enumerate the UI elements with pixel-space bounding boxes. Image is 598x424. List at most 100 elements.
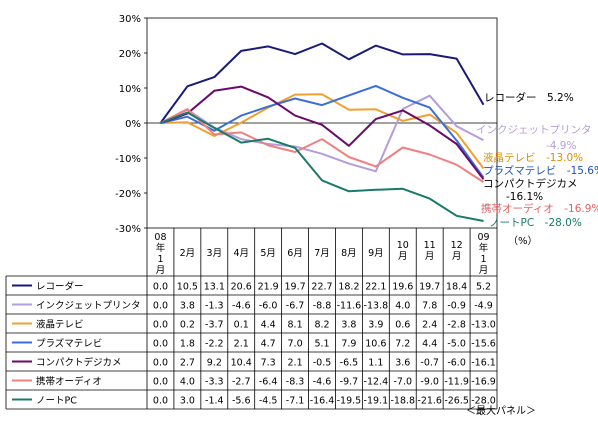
table-cell: 7.0 [288, 339, 303, 350]
table-cell: -6.0 [447, 358, 466, 369]
table-cell: -9.0 [420, 377, 439, 388]
table-cell: -12.4 [364, 377, 389, 388]
table-header-9: 月 [398, 251, 408, 262]
y-axis-ticks: 30% 20% 10% 0% -10% -20% -30% [115, 14, 147, 235]
table-header-1: 2月 [180, 248, 196, 259]
table-cell: 2.1 [288, 358, 303, 369]
table-cell: -16.1 [471, 358, 496, 369]
table-cell: 0.0 [153, 282, 168, 293]
table-cell: 2.7 [180, 358, 195, 369]
series-line-コンパクトデジカメ [160, 85, 485, 180]
table-row-name: ノートPC [36, 396, 77, 407]
y-tick-label: 20% [119, 49, 141, 60]
table-cell: -26.5 [444, 396, 469, 407]
table-row-name: 携帯オーディオ [36, 376, 102, 388]
table-cell: -7.1 [286, 396, 305, 407]
table-header-9: 10 [397, 240, 409, 251]
table-cell: -28.0 [471, 396, 496, 407]
table-cell: 4.0 [395, 301, 410, 312]
table-cell: -13.8 [364, 301, 389, 312]
table-cell: 0.2 [180, 320, 195, 331]
table-cell: -6.7 [286, 301, 305, 312]
table-cell: -2.8 [447, 320, 466, 331]
table-cell: 0.0 [153, 339, 168, 350]
end-label-コンパクトデジカメ: コンパクトデジカメ [483, 177, 578, 190]
table-cell: 19.7 [284, 282, 305, 293]
table-cell: -4.6 [232, 301, 251, 312]
table-cell: 0.0 [153, 396, 168, 407]
table-header-8: 9月 [368, 248, 384, 259]
table-cell: 4.0 [180, 377, 195, 388]
table-cell: 7.2 [395, 339, 410, 350]
table-cell: 21.9 [258, 282, 279, 293]
table-header-10: 11 [424, 240, 436, 251]
table-cell: 19.6 [392, 282, 413, 293]
end-label-ノートPC: ノートPC -28.0% [489, 217, 582, 229]
table-cell: -0.5 [313, 358, 332, 369]
series-line-携帯オーディオ [160, 108, 485, 183]
end-label-プラズマテレビ: プラズマテレビ -15.6% [483, 164, 598, 177]
table-cell: -6.5 [340, 358, 359, 369]
table-cell: 20.6 [231, 282, 252, 293]
table-cell: 0.0 [153, 377, 168, 388]
table-header-11: 月 [452, 251, 462, 262]
table-header-12: 年 [479, 242, 489, 254]
table-cell: 10.4 [231, 358, 252, 369]
table-cell: 22.1 [365, 282, 386, 293]
table-cell: -5.6 [232, 396, 251, 407]
table-cell: 10.6 [365, 339, 386, 350]
table-cell: 4.4 [422, 339, 437, 350]
table-row-name: レコーダー [36, 281, 84, 293]
table-header-12: 月 [479, 265, 489, 276]
table-cell: 3.0 [180, 396, 195, 407]
table-header-0: 月 [156, 265, 166, 276]
table-cell: -13.0 [471, 320, 496, 331]
table-row-name: 液晶テレビ [36, 319, 84, 331]
table-cell: -3.7 [205, 320, 224, 331]
table-cell: 3.8 [180, 301, 195, 312]
table-cell: -6.0 [259, 301, 278, 312]
table-cell: -16.4 [310, 396, 335, 407]
table-cell: 0.0 [153, 301, 168, 312]
table-row-name: プラズマテレビ [36, 338, 102, 350]
table-row-name: コンパクトデジカメ [36, 357, 122, 369]
table-cell: -3.3 [205, 377, 224, 388]
table-cell: -8.8 [313, 301, 332, 312]
table-cell: 7.3 [261, 358, 276, 369]
table-cell: -11.9 [444, 377, 469, 388]
table-cell: -21.6 [417, 396, 442, 407]
table-header-3: 4月 [233, 248, 249, 259]
table-cell: 5.1 [314, 339, 329, 350]
table-row-name: インクジェットプリンタ [36, 301, 141, 312]
table-cell: -0.9 [447, 301, 466, 312]
end-value-コンパクトデジカメ: -16.1% [506, 191, 543, 203]
table-header-4: 5月 [260, 248, 276, 259]
table-cell: 4.4 [261, 320, 276, 331]
table-cell: -2.7 [232, 377, 251, 388]
table-cell: 7.9 [341, 339, 356, 350]
table-cell: -18.8 [390, 396, 415, 407]
table-cell: -19.5 [337, 396, 362, 407]
table-header-5: 6月 [287, 248, 303, 259]
y-tick-label: 0% [125, 119, 141, 130]
end-label-液晶テレビ: 液晶テレビ -13.0% [483, 151, 583, 164]
table-cell: 0.1 [234, 320, 249, 331]
y-tick-label: -20% [115, 189, 141, 200]
end-label-インクジェットプリンタ: インクジェットプリンタ [476, 124, 592, 136]
table-cell: 0.0 [153, 320, 168, 331]
table-header-10: 月 [425, 251, 435, 262]
table-cell: -9.7 [340, 377, 359, 388]
table-header-6: 7月 [314, 248, 330, 259]
y-tick-label: -10% [115, 154, 141, 165]
table-cell: 7.8 [422, 301, 437, 312]
series-end-labels: レコーダー 5.2% インクジェットプリンタ -4.9%液晶テレビ -13.0%プラ… [476, 91, 598, 229]
y-tick-label: 10% [119, 84, 141, 95]
table-cell: 19.7 [419, 282, 440, 293]
table-cell: -19.1 [364, 396, 389, 407]
unit-label: （%） [508, 235, 538, 247]
table-cell: 3.9 [368, 320, 383, 331]
table-cell: 1.1 [368, 358, 383, 369]
table-cell: -4.5 [259, 396, 278, 407]
table-cell: 0.6 [395, 320, 410, 331]
table-cell: 18.2 [338, 282, 359, 293]
